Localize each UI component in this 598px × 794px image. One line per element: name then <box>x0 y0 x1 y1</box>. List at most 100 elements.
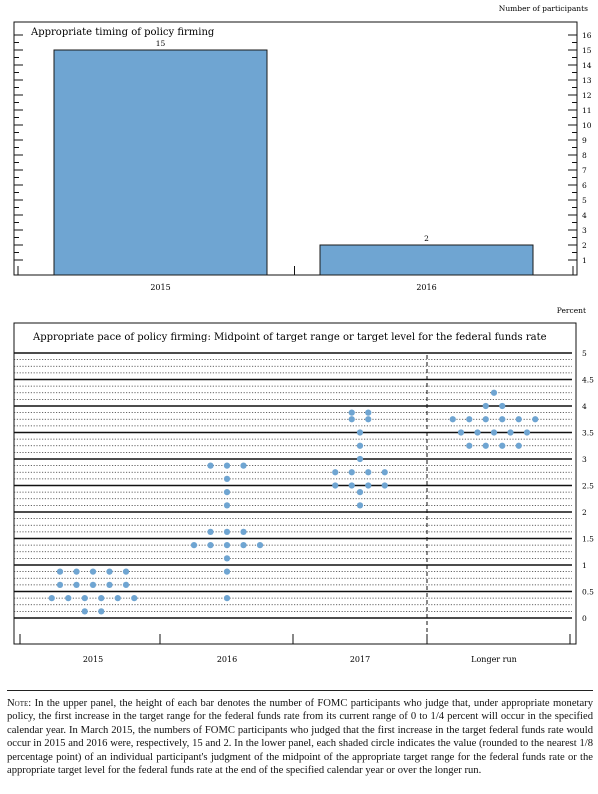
participant-dot <box>73 581 80 588</box>
participant-dot <box>466 442 473 449</box>
participant-dot <box>365 409 372 416</box>
bar-y-tick-label: 6 <box>582 181 587 190</box>
dot-x-tick-label: 2015 <box>83 655 103 664</box>
participant-dot <box>98 608 105 615</box>
dot-plot-chart: Percent Appropriate pace of policy firmin… <box>13 306 594 664</box>
participant-dot <box>515 442 522 449</box>
dot-y-tick-label: 5 <box>582 349 587 358</box>
bar-title: Appropriate timing of policy firming <box>30 27 215 38</box>
bar-y-tick-label: 11 <box>582 106 592 115</box>
bar-y-tick-label: 3 <box>582 226 587 235</box>
participant-dot <box>223 489 231 496</box>
dot-y-tick-label: 3.5 <box>582 429 594 438</box>
participant-dot <box>223 568 231 575</box>
participant-dot <box>207 528 214 535</box>
participant-dot <box>122 568 130 575</box>
figure-note: Note: In the upper panel, the height of … <box>7 697 593 777</box>
participant-dot <box>356 489 364 496</box>
note-text: In the upper panel, the height of each b… <box>7 698 593 777</box>
bar-y-tick-label: 2 <box>582 241 587 250</box>
participant-dot <box>98 595 105 602</box>
participant-dot <box>223 462 231 469</box>
participant-dot <box>106 568 113 575</box>
participant-dot <box>48 595 55 602</box>
participant-dot <box>122 581 130 588</box>
dot-x-tick-label: 2017 <box>350 655 370 664</box>
participant-dot <box>482 416 489 423</box>
dot-x-tick-label: 2016 <box>217 655 237 664</box>
participant-dot <box>457 429 465 436</box>
dot-y-tick-label: 4 <box>582 402 587 411</box>
participant-dot <box>56 568 64 575</box>
bar-y-tick-label: 8 <box>582 151 587 160</box>
figure: Number of participants Appropriate timing… <box>13 4 594 664</box>
note-label: Note: <box>7 698 32 709</box>
participant-dot <box>348 482 355 489</box>
participant-dot <box>131 595 138 602</box>
participant-dot <box>381 482 388 489</box>
dot-y-tick-label: 1.5 <box>582 535 594 544</box>
dot-plot-frame <box>13 322 577 645</box>
participant-dot <box>466 416 473 423</box>
participant-dot <box>381 469 388 476</box>
participant-dot <box>499 402 506 410</box>
bar-y-tick-label: 15 <box>582 46 592 55</box>
note-divider <box>7 690 593 691</box>
participant-dot <box>365 469 372 476</box>
timing-bar-chart: Number of participants Appropriate timing… <box>13 4 592 292</box>
participant-dot <box>56 581 64 588</box>
participant-dot <box>356 502 364 509</box>
participant-dot <box>348 416 355 423</box>
bar-y-tick-label: 1 <box>582 256 587 265</box>
bar-y-tick-label: 14 <box>582 61 592 70</box>
participant-dot <box>365 416 372 423</box>
participant-dot <box>474 429 481 436</box>
participant-dot <box>365 482 372 489</box>
participant-dot <box>223 595 231 602</box>
participant-dot <box>73 568 80 575</box>
dot-y-tick-label: 0.5 <box>582 588 594 597</box>
participant-dot <box>356 442 364 449</box>
participant-dot <box>449 416 456 423</box>
participant-dot <box>89 568 97 575</box>
dot-y-tick-label: 3 <box>582 455 587 464</box>
participant-dot <box>81 595 88 602</box>
participant-dot <box>490 429 498 436</box>
participant-dot <box>223 555 231 562</box>
participant-dot <box>240 462 247 469</box>
participant-dot <box>106 581 113 588</box>
participant-dot <box>482 442 489 449</box>
dot-y-tick-label: 4.5 <box>582 376 594 385</box>
participant-dot <box>240 528 247 535</box>
dot-title: Appropriate pace of policy firming: Midp… <box>32 332 547 343</box>
participant-dot <box>256 542 264 549</box>
bar-2015 <box>53 49 268 276</box>
participant-dot <box>482 402 489 410</box>
participant-dot <box>523 429 531 436</box>
participant-dot <box>114 595 121 602</box>
participant-dot <box>499 442 506 449</box>
participant-dot <box>332 482 339 489</box>
participant-dot <box>332 469 339 476</box>
bar-2016 <box>319 244 534 276</box>
participant-dot <box>207 542 214 549</box>
bar-value-label: 2 <box>424 234 429 243</box>
participant-dot <box>240 542 247 549</box>
participant-dot <box>515 416 522 423</box>
bar-y-tick-label: 12 <box>582 91 592 100</box>
bar-ylabel: Number of participants <box>499 4 588 13</box>
participant-dot <box>348 409 355 416</box>
dot-x-tick-label: Longer run <box>471 655 517 664</box>
participant-dot <box>223 502 231 509</box>
participant-dot <box>223 528 231 535</box>
bar-y-tick-label: 13 <box>582 76 592 85</box>
bar-y-tick-label: 5 <box>582 196 587 205</box>
bar-y-tick-label: 7 <box>582 166 587 175</box>
participant-dot <box>89 581 97 588</box>
participant-dot <box>490 389 498 396</box>
bar-x-tick-label: 2016 <box>416 283 436 292</box>
participant-dot <box>223 475 231 482</box>
dot-y-tick-label: 0 <box>582 614 587 623</box>
participant-dot <box>507 429 514 436</box>
bar-value-label: 15 <box>156 39 166 48</box>
